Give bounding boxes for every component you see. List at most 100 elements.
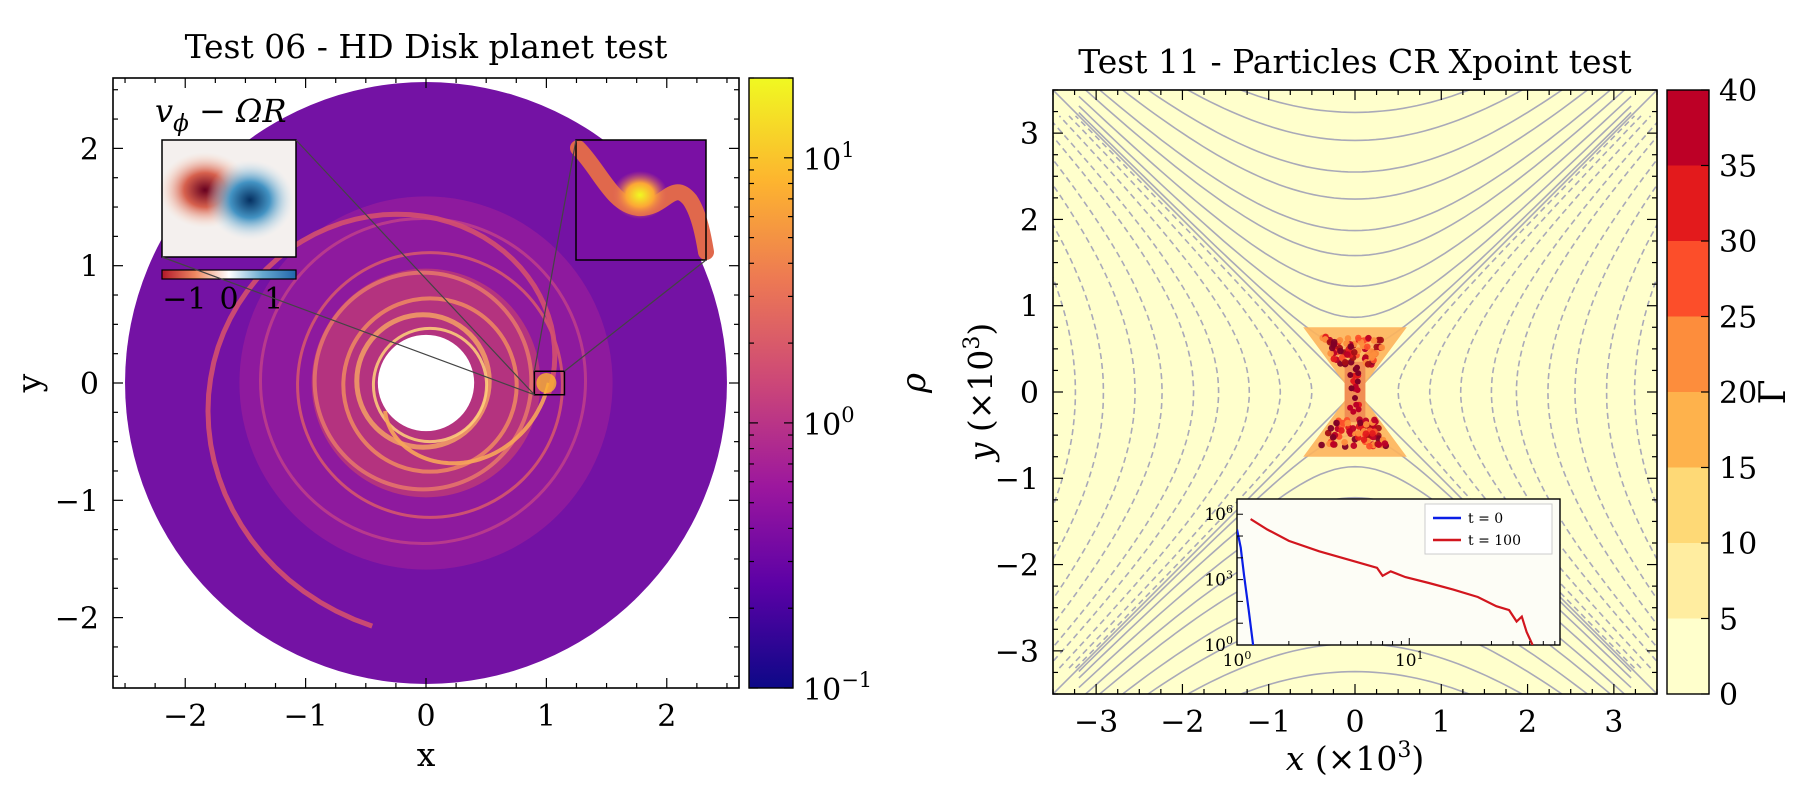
xpoint-xtick-label: 0 bbox=[1345, 705, 1364, 740]
particle-cloud bbox=[1303, 327, 1407, 457]
dashed-contour bbox=[1459, 115, 1652, 669]
gamma-cbar-tick-label: 0 bbox=[1719, 678, 1738, 713]
solid-contour bbox=[1238, 90, 1472, 114]
dashed-contour bbox=[1068, 115, 1282, 669]
particle bbox=[1353, 401, 1360, 408]
spectrum-xtick-label: 100 bbox=[1223, 649, 1252, 671]
dashed-contour bbox=[1490, 121, 1657, 663]
velocity-blue-lobe bbox=[206, 160, 294, 240]
particle bbox=[1371, 416, 1378, 424]
particle bbox=[1352, 366, 1359, 373]
density-colorbar-ticks: 101 100 10−1 bbox=[749, 77, 872, 708]
particle bbox=[1338, 427, 1345, 434]
gamma-cbar-tick-label: 35 bbox=[1719, 150, 1757, 185]
disk-title: Test 06 - HD Disk planet test bbox=[185, 27, 668, 66]
dashed-contour bbox=[1397, 115, 1636, 669]
disk-xtick-label: −2 bbox=[163, 699, 207, 734]
zoom-region-box bbox=[533, 370, 566, 396]
disk-inner-spiral bbox=[383, 382, 551, 466]
gamma-colorbar-label: Γ bbox=[1753, 380, 1794, 405]
velocity-colorbar-ticks: −1 0 1 bbox=[162, 282, 283, 317]
particle bbox=[1364, 343, 1371, 351]
particle bbox=[1360, 436, 1368, 444]
particle bbox=[1344, 351, 1351, 358]
velocity-colorbar-tick-label: 1 bbox=[264, 282, 283, 317]
particle bbox=[1330, 441, 1337, 448]
velocity-colorbar-tick-label: −1 bbox=[162, 282, 206, 317]
density-cbar-tick-label: 100 bbox=[803, 403, 855, 443]
gamma-cbar-tick-label: 25 bbox=[1719, 301, 1757, 336]
spectrum-xtick-label: 101 bbox=[1395, 649, 1424, 671]
spectrum-ytick-label: 100 bbox=[1204, 634, 1233, 656]
particle bbox=[1351, 349, 1358, 356]
connector-line bbox=[564, 259, 707, 372]
particle bbox=[1347, 372, 1354, 378]
particle bbox=[1327, 350, 1334, 357]
disk-axis-ticks bbox=[113, 78, 739, 688]
disk-ytick-label: 1 bbox=[80, 250, 99, 285]
disk-ytick-label: −1 bbox=[55, 484, 99, 519]
xpoint-ytick-label: −2 bbox=[995, 549, 1039, 584]
particle bbox=[1369, 430, 1376, 437]
disk-xtick-label: −1 bbox=[283, 699, 327, 734]
solid-contour bbox=[1121, 90, 1589, 200]
xpoint-panel: Test 11 - Particles CR Xpoint test 100 10… bbox=[960, 42, 1794, 778]
xpoint-xtick-label: 2 bbox=[1518, 705, 1537, 740]
spectrum-line-t100 bbox=[1250, 518, 1534, 645]
dashed-contour bbox=[1053, 183, 1136, 601]
solid-contour bbox=[1078, 105, 1632, 319]
gamma-bin bbox=[1667, 165, 1709, 241]
gamma-cbar-tick-label: 5 bbox=[1719, 603, 1738, 638]
particle bbox=[1350, 378, 1357, 384]
disk-ytick-label: 2 bbox=[80, 132, 99, 167]
connector-line bbox=[161, 256, 535, 396]
velocity-inset: vϕ − ΩR −1 0 1 bbox=[155, 92, 297, 317]
density-cbar-tick-label: 101 bbox=[803, 138, 855, 178]
disk-inner-hole bbox=[377, 334, 475, 432]
dashed-contour bbox=[1515, 135, 1657, 649]
gamma-bin bbox=[1667, 90, 1709, 166]
velocity-colorbar-tick-label: 0 bbox=[219, 282, 238, 317]
particle bbox=[1375, 336, 1383, 344]
xpoint-xtick-label: 3 bbox=[1604, 705, 1623, 740]
particle bbox=[1370, 337, 1378, 344]
dashed-contour bbox=[1053, 158, 1163, 626]
xpoint-ytick-label: −1 bbox=[995, 462, 1039, 497]
particle bbox=[1347, 404, 1354, 411]
xpoint-ytick-label: 3 bbox=[1020, 117, 1039, 152]
solid-contour bbox=[1238, 670, 1472, 694]
particle bbox=[1318, 441, 1325, 449]
particle bbox=[1350, 408, 1357, 415]
dashed-contour bbox=[1428, 115, 1642, 669]
legend-label-t100: t = 100 bbox=[1468, 533, 1521, 549]
xpoint-title: Test 11 - Particles CR Xpoint test bbox=[1078, 42, 1631, 81]
gamma-cbar-tick-label: 40 bbox=[1719, 74, 1757, 109]
disk-ring bbox=[371, 326, 489, 444]
gamma-cbar-tick-label: 20 bbox=[1719, 376, 1757, 411]
particle bbox=[1324, 429, 1332, 437]
particle bbox=[1365, 334, 1372, 342]
particle bbox=[1378, 344, 1386, 351]
dashed-contour bbox=[1547, 158, 1657, 626]
particle bbox=[1333, 419, 1340, 427]
disk-ring bbox=[296, 251, 564, 519]
gamma-cbar-tick-label: 30 bbox=[1719, 225, 1757, 260]
xpoint-ytick-label: 1 bbox=[1020, 290, 1039, 325]
xpoint-ytick-label: 0 bbox=[1020, 376, 1039, 411]
particle bbox=[1372, 350, 1380, 357]
spectrum-legend: t = 0 t = 100 bbox=[1424, 503, 1553, 555]
xpoint-xlabel: x (×103) bbox=[1286, 738, 1425, 778]
spectrum-lines bbox=[1237, 518, 1534, 645]
gamma-cbar-tick-label: 15 bbox=[1719, 452, 1757, 487]
particle bbox=[1354, 378, 1361, 385]
dashed-contour bbox=[1074, 115, 1313, 669]
dashed-contour bbox=[1053, 135, 1195, 649]
gamma-bin bbox=[1667, 467, 1709, 543]
particle bbox=[1329, 434, 1337, 441]
solid-contour bbox=[1098, 90, 1612, 232]
disk-outer-spiral bbox=[205, 211, 558, 629]
particle bbox=[1341, 359, 1349, 366]
spectrum-line-t0 bbox=[1237, 529, 1255, 645]
inset-connectors bbox=[161, 139, 707, 396]
